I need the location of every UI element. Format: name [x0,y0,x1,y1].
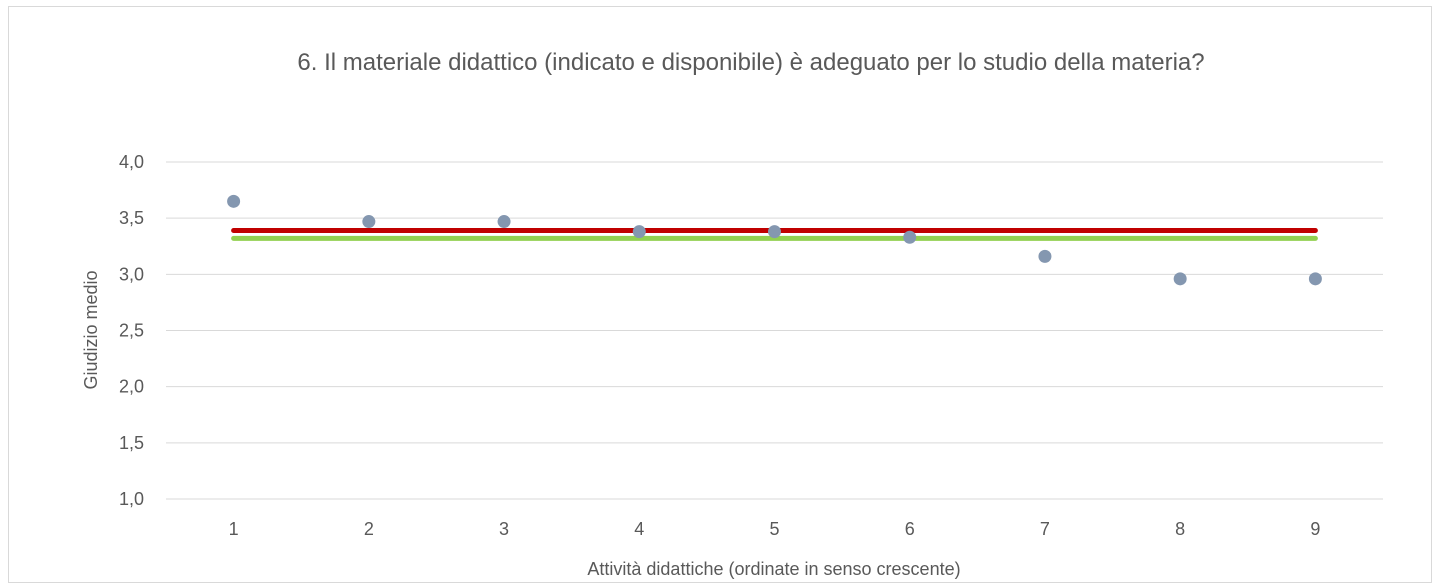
y-tick-label: 1,5 [119,433,144,453]
data-point-5 [768,225,781,239]
y-tick-labels: 4,0 3,5 3,0 2,5 2,0 1,5 1,0 [119,152,144,509]
data-point-3 [497,215,511,229]
data-point-4 [632,225,646,239]
x-tick-label: 3 [499,519,509,539]
x-tick-label: 6 [905,519,915,539]
x-tick-label: 1 [229,519,239,539]
chart-title: 6. Il materiale didattico (indicato e di… [297,49,1204,76]
x-tick-labels: 1 2 3 4 5 6 7 8 9 [229,519,1321,539]
x-tick-label: 5 [769,519,779,539]
y-axis-title: Giudizio medio [81,270,101,389]
data-point-7 [1038,249,1052,263]
x-tick-label: 9 [1310,519,1320,539]
y-tick-label: 3,5 [119,208,144,228]
gridlines [166,161,1383,500]
x-tick-label: 2 [364,519,374,539]
data-point-8 [1173,272,1187,286]
x-tick-label: 4 [634,519,644,539]
x-tick-label: 8 [1175,519,1185,539]
x-axis-title: Attività didattiche (ordinate in senso c… [587,559,960,579]
y-tick-label: 2,5 [119,321,144,341]
data-point-9 [1308,272,1322,286]
data-point-1 [227,194,241,208]
chart-frame [8,6,1432,583]
data-point-2 [362,215,376,229]
y-tick-label: 2,0 [119,377,144,397]
data-points [227,194,1322,286]
x-tick-label: 7 [1040,519,1050,539]
y-tick-label: 3,0 [119,264,144,284]
y-tick-label: 1,0 [119,489,144,509]
y-tick-label: 4,0 [119,152,144,172]
data-point-6 [903,230,917,244]
